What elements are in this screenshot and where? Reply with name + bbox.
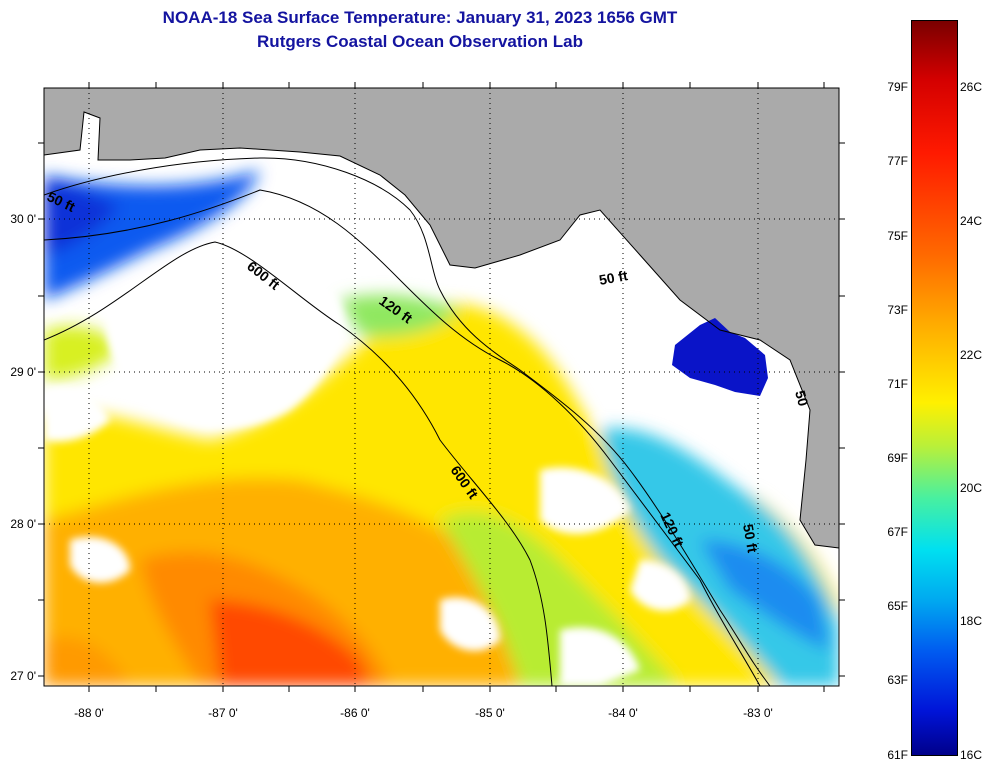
longitude-tick-label: -88 0' [74, 706, 104, 720]
colorbar-f-label: 79F [887, 80, 908, 94]
colorbar-c-label: 20C [960, 481, 983, 495]
contour-label: 50 ft [740, 523, 761, 554]
latitude-tick-label: 29 0' [10, 365, 36, 379]
colorbar-f-label: 75F [887, 229, 908, 243]
coastline [44, 111, 839, 549]
contour-label: 50 ft [598, 267, 629, 288]
colorbar-f-label: 67F [887, 525, 908, 539]
map-subtitle: Rutgers Coastal Ocean Observation Lab [257, 32, 583, 51]
colorbar-c-label: 16C [960, 748, 983, 762]
longitude-tick-label: -83 0' [743, 706, 773, 720]
colorbar-c-label: 22C [960, 348, 983, 362]
longitude-tick-label: -86 0' [340, 706, 370, 720]
colorbar-c-label: 26C [960, 80, 983, 94]
contour-600ft [44, 241, 553, 686]
contour-120ft [44, 189, 761, 686]
colorbar-f-label: 63F [887, 673, 908, 687]
longitude-tick-label: -87 0' [208, 706, 238, 720]
cloud-cover [44, 271, 720, 686]
florida-peninsula-land [800, 380, 839, 548]
colorbar-c-label: 24C [960, 214, 983, 228]
latitude-tick-label: 30 0' [10, 212, 36, 226]
longitude-tick-label: -84 0' [608, 706, 638, 720]
cold-patch [672, 318, 768, 396]
colorbar-f-label: 73F [887, 303, 908, 317]
latitude-tick-label: 27 0' [10, 669, 36, 683]
contour-label: 50 [792, 389, 812, 408]
latitude-tick-label: 28 0' [10, 517, 36, 531]
colorbar-f-label: 65F [887, 599, 908, 613]
colorbar-f-label: 69F [887, 451, 908, 465]
colorbar-f-label: 77F [887, 154, 908, 168]
contour-50ft [44, 157, 771, 686]
temperature-colorbar [911, 20, 958, 756]
colorbar-f-label: 71F [887, 377, 908, 391]
colorbar-f-label: 61F [887, 748, 908, 762]
colorbar-c-label: 18C [960, 614, 983, 628]
map-title: NOAA-18 Sea Surface Temperature: January… [162, 8, 678, 27]
longitude-tick-label: -85 0' [475, 706, 505, 720]
map-frame [43, 87, 840, 687]
